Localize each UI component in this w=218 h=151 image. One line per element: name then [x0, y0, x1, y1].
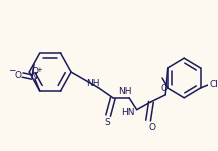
Text: O: O [31, 67, 38, 76]
Text: −: − [8, 66, 16, 75]
Text: Cl: Cl [209, 80, 218, 89]
Text: O: O [161, 84, 168, 93]
Text: O: O [14, 71, 21, 80]
Text: O: O [148, 123, 155, 132]
Text: HN: HN [121, 108, 135, 117]
Text: N: N [30, 72, 36, 80]
Text: NH: NH [86, 79, 100, 88]
Text: NH: NH [119, 87, 132, 96]
Text: +: + [37, 67, 43, 73]
Text: S: S [104, 118, 110, 127]
